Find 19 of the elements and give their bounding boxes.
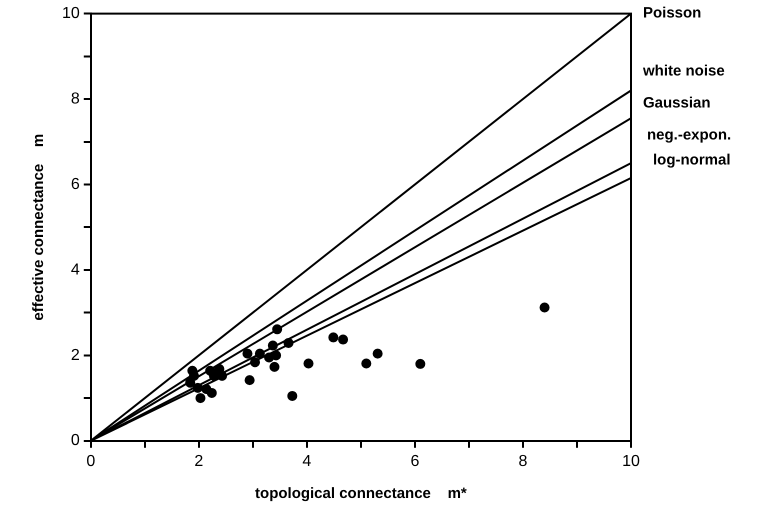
x-tick-label: 6: [410, 452, 420, 470]
y-tick-label: 6: [70, 176, 80, 193]
x-tick-label: 4: [302, 452, 312, 470]
y-tick-label: 8: [70, 90, 80, 108]
x-axis-title: topological connectance m*: [255, 485, 467, 502]
series-label: log-normal: [653, 152, 730, 169]
y-tick-label: 10: [62, 5, 80, 22]
y-tick-label: 0: [70, 432, 80, 450]
series-label: neg.-expon.: [647, 126, 732, 144]
x-tick-label: 8: [518, 452, 528, 470]
series-label: white noise: [642, 62, 725, 80]
y-axis-title: effective connectance m: [30, 134, 48, 321]
y-tick-label: 4: [70, 261, 80, 278]
x-tick-label: 2: [194, 452, 204, 470]
x-tick-label: 10: [622, 452, 640, 470]
series-label: Gaussian: [643, 94, 711, 112]
series-label: Poisson: [643, 4, 702, 22]
x-tick-label: 0: [86, 452, 96, 470]
y-tick-label: 2: [70, 346, 80, 364]
